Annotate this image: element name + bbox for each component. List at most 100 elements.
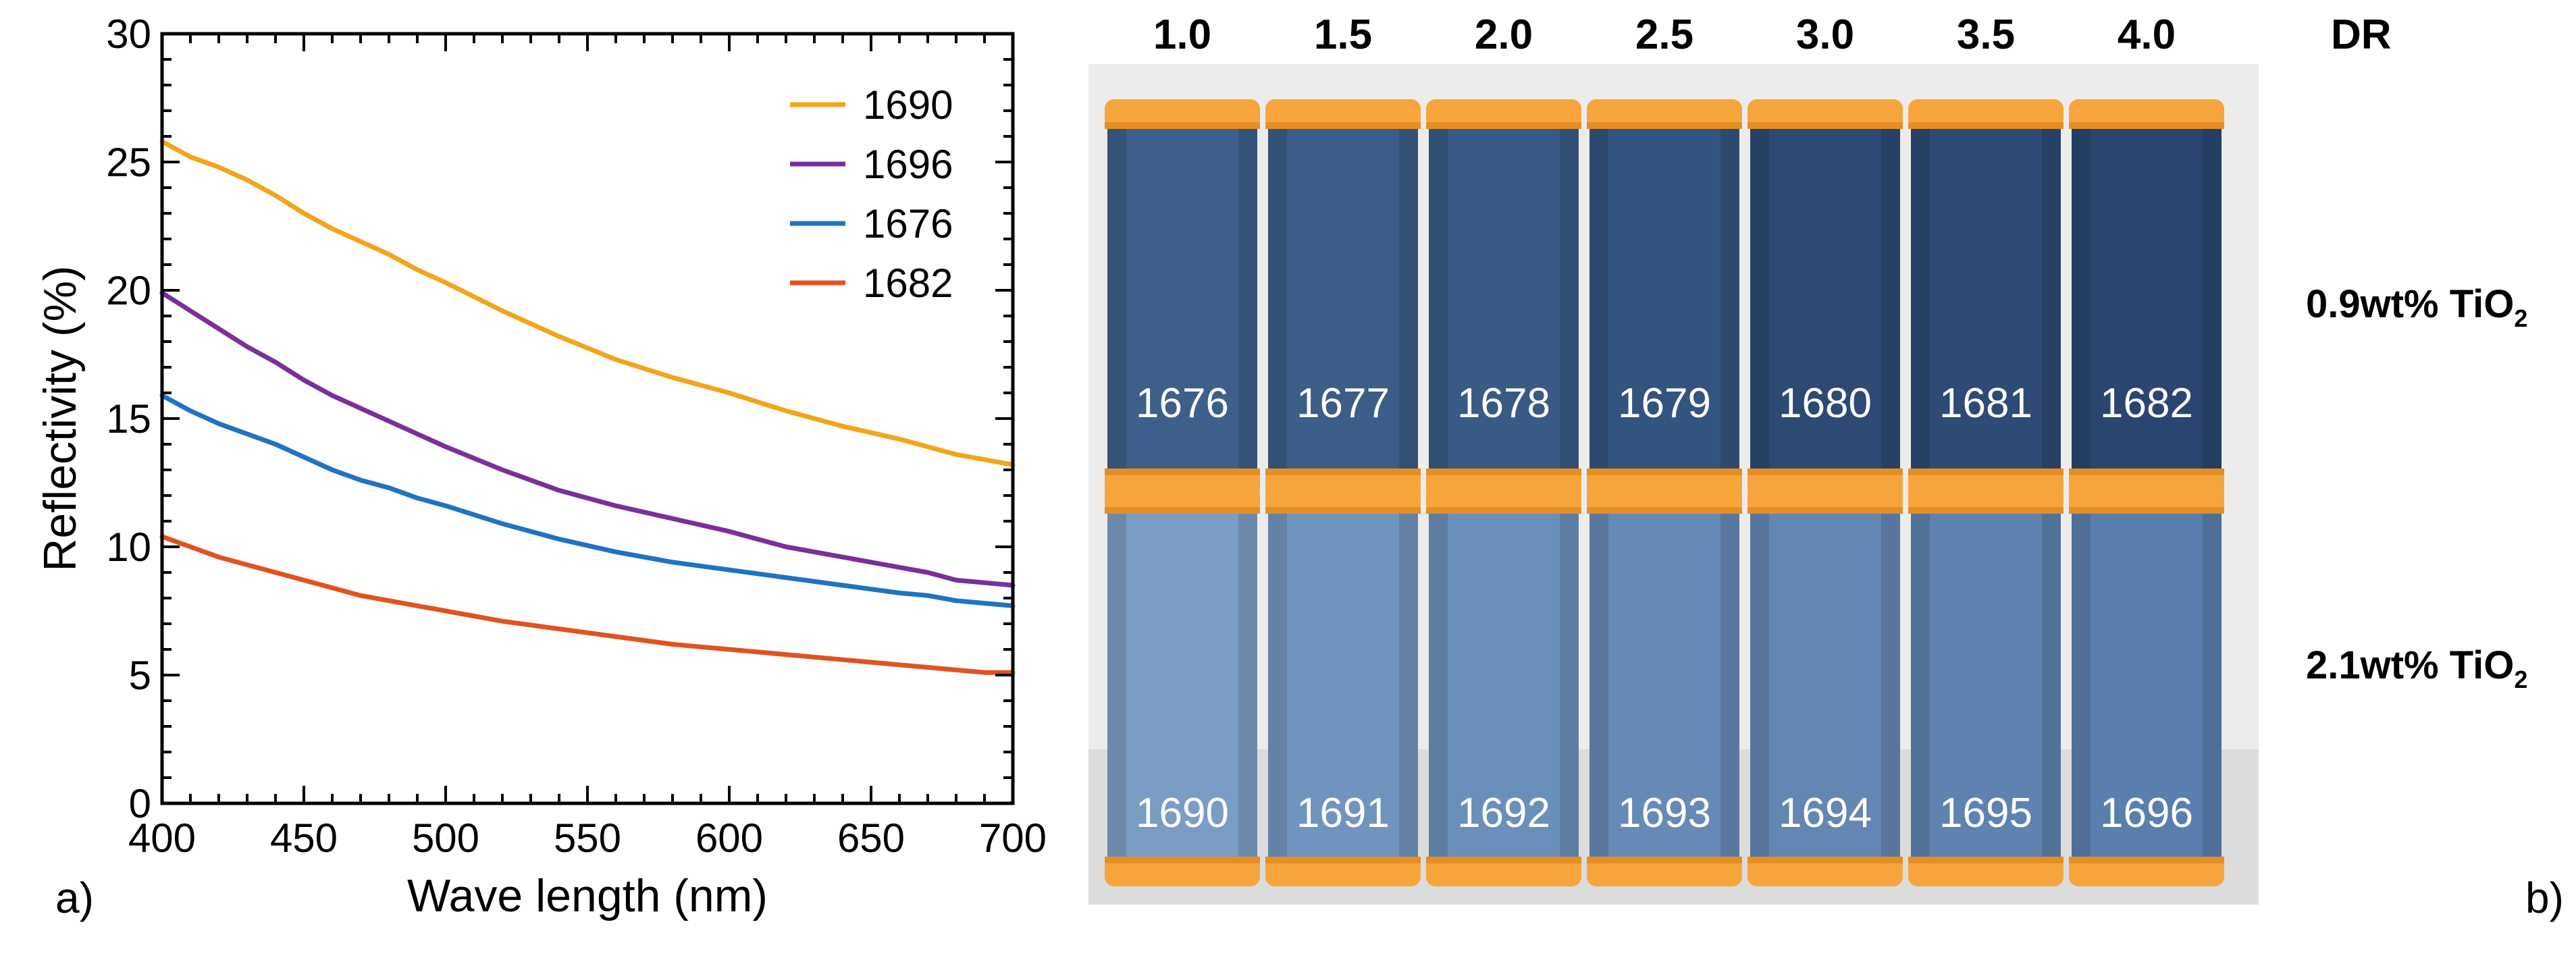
- spool-shade: [1268, 503, 1287, 867]
- spool-shade: [2042, 503, 2061, 867]
- spool-top-cap-rim: [2069, 507, 2224, 514]
- spool-body: [1429, 503, 1579, 867]
- row-label-bottom: 2.1wt% TiO2: [2306, 643, 2527, 693]
- spool-bottom-cap: [1747, 857, 1903, 886]
- spool-shade: [1107, 118, 1126, 479]
- spool-bottom-cap-rim: [1265, 857, 1421, 863]
- spool-top-cap-rim: [1747, 507, 1903, 514]
- spool-top-cap-rim: [1426, 122, 1581, 129]
- series-line-1696: [159, 290, 1016, 588]
- spool-body: [1107, 118, 1257, 479]
- spool-top-cap-rim: [1105, 507, 1260, 514]
- spool-body: [1750, 118, 1900, 479]
- series-line-1676: [159, 393, 1016, 608]
- legend-label-1690: 1690: [863, 82, 953, 128]
- spool-label-1680: 1680: [1779, 380, 1872, 427]
- spool-body: [1429, 118, 1579, 479]
- dr-value-4.0: 4.0: [2118, 11, 2176, 58]
- spool-bottom-cap-rim: [1747, 468, 1903, 475]
- y-tick-label: 15: [106, 396, 151, 441]
- spool-body: [1750, 503, 1900, 867]
- x-tick-label: 400: [128, 815, 196, 861]
- spool-1680: 1680: [1747, 99, 1903, 498]
- spool-top-cap-rim: [1908, 507, 2064, 514]
- spool-bottom-cap: [1587, 857, 1742, 886]
- spool-body: [1268, 118, 1418, 479]
- spool-shade: [1238, 118, 1257, 479]
- spool-shade: [1560, 118, 1579, 479]
- spool-shade: [1589, 118, 1608, 479]
- spool-top-cap: [1265, 484, 1421, 514]
- dr-value-1.0: 1.0: [1153, 11, 1211, 58]
- spool-top-cap-rim: [1587, 507, 1742, 514]
- spool-bottom-cap-rim: [1747, 857, 1903, 863]
- spool-1690: 1690: [1105, 484, 1260, 886]
- spool-shade: [1429, 503, 1448, 867]
- spool-top-cap-rim: [1908, 122, 2064, 129]
- spool-bottom-cap-rim: [1908, 857, 2064, 863]
- spool-shade: [1238, 503, 1257, 867]
- spool-label-1681: 1681: [1939, 380, 2032, 427]
- x-tick-label: 550: [554, 815, 621, 861]
- spool-1679: 1679: [1587, 99, 1742, 498]
- spool-shade: [2072, 118, 2091, 479]
- spool-top-cap: [1426, 484, 1581, 514]
- dr-header-label: DR: [2331, 11, 2392, 58]
- series-line-1682: [159, 534, 1016, 675]
- spool-body: [1268, 503, 1418, 867]
- spool-label-1682: 1682: [2100, 380, 2193, 427]
- spool-bottom-cap-rim: [1426, 468, 1581, 475]
- panel-a-label: a): [55, 874, 94, 922]
- spool-top-cap: [1908, 99, 2064, 129]
- spool-shade: [1750, 118, 1769, 479]
- spool-bottom-cap: [1426, 857, 1581, 886]
- spool-1695: 1695: [1908, 484, 2064, 886]
- spool-grid: 1676 1677 1678 1679 1680 1681 1682 1690 1691 1692…: [1105, 99, 2224, 886]
- spool-shade: [1429, 118, 1448, 479]
- reflectivity-chart: 400 450 500 550 600 650 700 0 5 10 15 20 25 30 Wave l…: [34, 11, 1047, 922]
- spool-bottom-cap: [1105, 857, 1260, 886]
- spool-body: [1107, 503, 1257, 867]
- spool-top-cap: [1747, 99, 1903, 129]
- y-tick-label: 0: [129, 781, 151, 826]
- spool-top-cap: [2069, 99, 2224, 129]
- spool-shade: [1881, 503, 1900, 867]
- spool-top-cap-rim: [1587, 122, 1742, 129]
- spool-1692: 1692: [1426, 484, 1581, 886]
- spool-top-cap-rim: [1265, 507, 1421, 514]
- dr-value-3.5: 3.5: [1957, 11, 2015, 58]
- tick-labels: 400 450 500 550 600 650 700 0 5 10 15 20 25 30: [106, 11, 1047, 861]
- spool-top-cap-rim: [1747, 122, 1903, 129]
- spool-bottom-cap-rim: [1908, 468, 2064, 475]
- spool-shade: [1560, 503, 1579, 867]
- panel-b-label: b): [2525, 874, 2564, 922]
- row-label-top: 0.9wt% TiO2: [2306, 282, 2527, 332]
- spool-shade: [1881, 118, 1900, 479]
- spool-label-1678: 1678: [1457, 380, 1550, 427]
- spool-1678: 1678: [1426, 99, 1581, 498]
- spool-1696: 1696: [2069, 484, 2224, 886]
- spool-1681: 1681: [1908, 99, 2064, 498]
- spool-top-cap: [1908, 484, 2064, 514]
- spool-1682: 1682: [2069, 99, 2224, 498]
- spool-body: [1911, 503, 2061, 867]
- spool-top-cap: [1587, 484, 1742, 514]
- legend: 1690 1696 1676 1682: [790, 82, 953, 306]
- spool-1693: 1693: [1587, 484, 1742, 886]
- spool-top-cap: [1105, 99, 1260, 129]
- spool-shade: [1911, 118, 1930, 479]
- y-tick-label: 20: [106, 268, 151, 313]
- spool-shade: [1911, 503, 1930, 867]
- y-tick-label: 10: [106, 525, 151, 570]
- spool-1676: 1676: [1105, 99, 1260, 498]
- spool-body: [2072, 118, 2222, 479]
- x-tick-label: 450: [270, 815, 338, 861]
- spool-body: [1589, 118, 1739, 479]
- spool-shade: [1399, 503, 1418, 867]
- spool-label-1676: 1676: [1136, 380, 1229, 427]
- axis-ticks: [161, 32, 1014, 805]
- spool-bottom-cap: [1265, 857, 1421, 886]
- spool-label-1693: 1693: [1618, 790, 1711, 836]
- x-tick-label: 600: [695, 815, 763, 861]
